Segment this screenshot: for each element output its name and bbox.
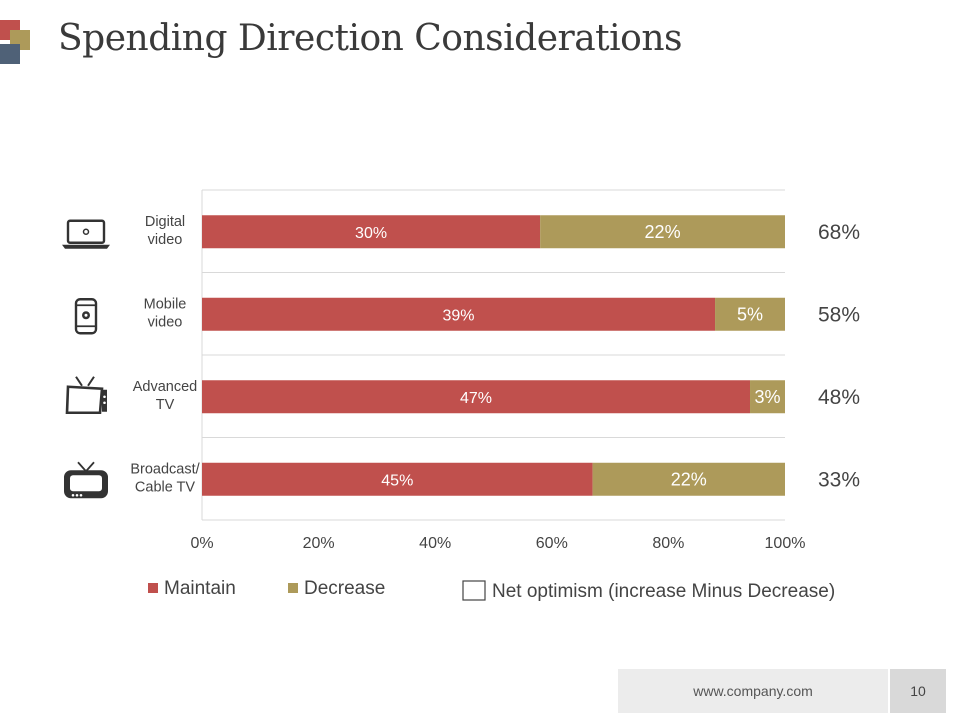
x-tick-label: 60% [536, 535, 568, 552]
bar-maintain-3 [202, 462, 593, 496]
legend-label-maintain: Maintain [164, 578, 236, 599]
legend-label-decrease: Decrease [304, 578, 385, 599]
x-tick-label: 100% [765, 535, 806, 552]
category-label-line: video [148, 314, 183, 330]
page-number: 10 [890, 669, 946, 713]
bar-decrease-1 [715, 297, 785, 331]
x-tick-label: 0% [190, 535, 213, 552]
net-optimism-label: 58% [818, 303, 860, 326]
data-label: 39% [443, 307, 475, 324]
net-optimism-label: 33% [818, 468, 860, 491]
net-optimism-label: 68% [818, 221, 860, 244]
x-tick-label: 80% [652, 535, 684, 552]
x-tick-label: 40% [419, 535, 451, 552]
x-tick-label: 20% [303, 535, 335, 552]
bar-decrease-3 [592, 462, 785, 496]
category-label: Digital video [145, 214, 185, 248]
bar-decrease-0 [540, 215, 785, 249]
bar-maintain-2 [202, 380, 751, 414]
category-label-line: Cable TV [135, 479, 196, 495]
retro-tv-icon [65, 375, 109, 415]
data-label: 3% [755, 387, 781, 407]
logo-square-slate [0, 44, 20, 64]
data-label: 22% [645, 222, 681, 242]
category-label-line: video [148, 232, 183, 248]
category-label: Mobile video [144, 296, 187, 330]
legend-swatch-decrease [288, 583, 298, 593]
category-label-line: Advanced [133, 379, 198, 395]
category-label-line: Digital [145, 214, 185, 230]
laptop-icon [60, 219, 112, 250]
category-label-line: TV [156, 397, 175, 413]
net-optimism-label: 48% [818, 386, 860, 409]
bar-maintain-1 [202, 297, 716, 331]
data-label: 30% [355, 225, 387, 242]
page-title: Spending Direction Considerations [58, 18, 683, 59]
smartphone-icon [74, 298, 98, 335]
data-label: 47% [460, 390, 492, 407]
legend-label-net-optimism: Net optimism (increase Minus Decrease) [492, 581, 835, 602]
data-label: 45% [381, 472, 413, 489]
legend-swatch-net-optimism [462, 580, 486, 601]
broadcast-tv-icon [63, 461, 109, 500]
data-label: 5% [737, 304, 763, 324]
data-label: 22% [671, 469, 707, 489]
bar-decrease-2 [750, 380, 785, 414]
bar-maintain-0 [202, 215, 541, 249]
category-label-line: Broadcast/ [130, 461, 200, 477]
legend-swatch-maintain [148, 583, 158, 593]
category-label: Advanced TV [133, 379, 198, 413]
footer-url: www.company.com [618, 669, 888, 713]
category-label: Broadcast/Cable TV [130, 461, 200, 495]
category-label-line: Mobile [144, 296, 187, 312]
